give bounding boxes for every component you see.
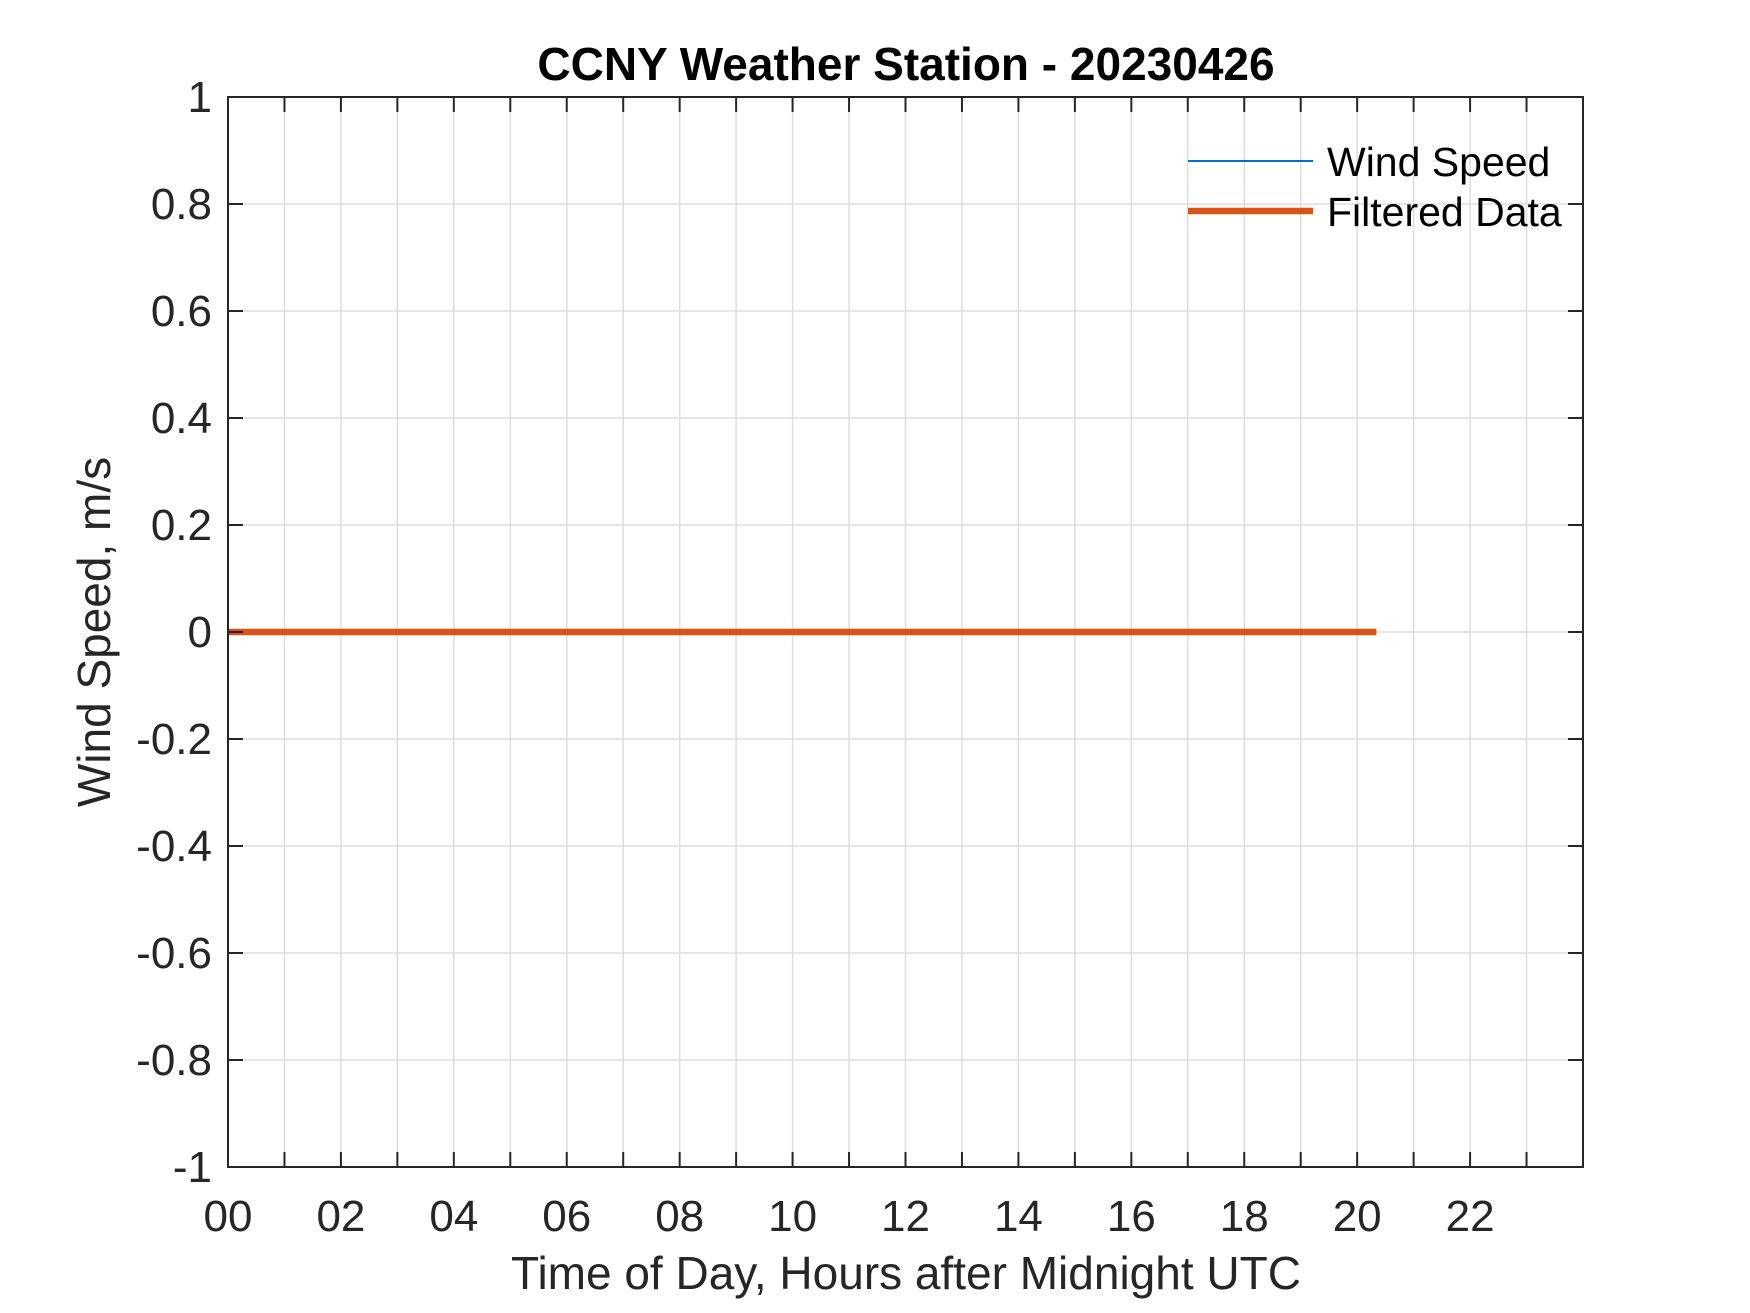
axes-layer	[227, 96, 1584, 1168]
x-tick-label: 14	[994, 1192, 1043, 1241]
y-axis-label: Wind Speed, m/s	[68, 457, 120, 807]
y-tick-label: 0.8	[151, 180, 212, 229]
y-tick-label: -0.4	[136, 822, 212, 871]
y-tick-label: 0.4	[151, 394, 212, 443]
x-tick-label: 02	[316, 1192, 365, 1241]
tick-labels-layer: 00 02 04 06 08 10 12 14 16 18 20 22-1-0.8-0.6-0.4-0…	[136, 73, 1494, 1241]
y-tick-label: 1	[188, 73, 212, 122]
x-tick-label: 16	[1107, 1192, 1156, 1241]
x-tick-label: 10	[768, 1192, 817, 1241]
x-tick-label: 08	[655, 1192, 704, 1241]
x-tick-label: 22	[1446, 1192, 1495, 1241]
x-tick-label: 04	[429, 1192, 478, 1241]
legend-label-wind-speed: Wind Speed	[1327, 139, 1550, 185]
x-tick-label: 12	[881, 1192, 930, 1241]
x-axis-label: Time of Day, Hours after Midnight UTC	[511, 1247, 1301, 1299]
chart-title: CCNY Weather Station - 20230426	[537, 38, 1274, 90]
legend-label-filtered-data: Filtered Data	[1327, 189, 1562, 235]
y-tick-label: 0.6	[151, 287, 212, 336]
y-tick-label: 0	[188, 608, 212, 657]
x-tick-label: 20	[1333, 1192, 1382, 1241]
y-tick-label: -0.2	[136, 715, 212, 764]
y-tick-label: -0.6	[136, 929, 212, 978]
legend: Wind Speed Filtered Data	[1188, 139, 1562, 235]
x-tick-label: 00	[204, 1192, 253, 1241]
y-tick-label: -0.8	[136, 1036, 212, 1085]
x-tick-label: 18	[1220, 1192, 1269, 1241]
x-tick-label: 06	[542, 1192, 591, 1241]
y-tick-label: 0.2	[151, 501, 212, 550]
y-tick-label: -1	[173, 1143, 212, 1192]
